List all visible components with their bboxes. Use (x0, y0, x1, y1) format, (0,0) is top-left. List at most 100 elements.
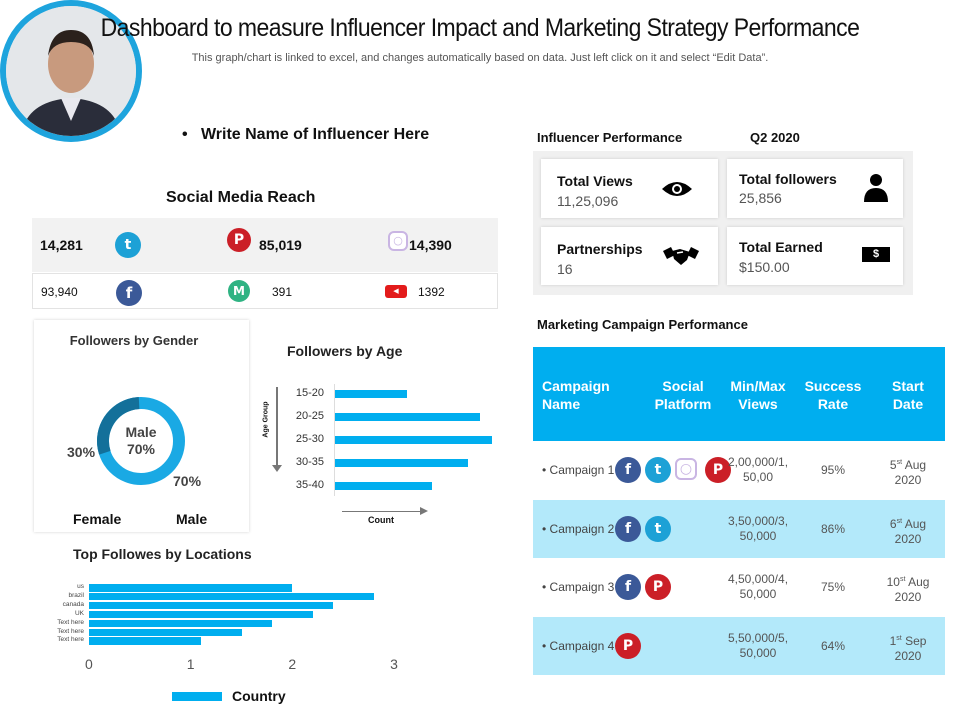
location-x-tick: 0 (85, 656, 93, 672)
age-bar (335, 482, 432, 490)
youtube-count: 1392 (418, 285, 445, 299)
card-value: 25,856 (739, 190, 782, 206)
count-axis-arrow (342, 511, 422, 512)
card-value: 16 (557, 261, 573, 277)
age-tick-label: 25-30 (295, 433, 324, 445)
campaign-views: 4,50,000/4, 50,000 (727, 572, 789, 602)
legend-male: Male (176, 511, 208, 527)
campaign-row: • Campaign 1 f t ○ P 2,00,000/1, 50,00 95% 5… (533, 441, 945, 499)
donut-center-value: 70% (126, 441, 156, 457)
age-chart-title: Followers by Age (287, 343, 403, 359)
facebook-icon: f (116, 280, 142, 306)
location-bar (89, 619, 273, 628)
location-tick-label: Text here (57, 636, 84, 644)
campaign-views: 2,00,000/1, 50,00 (727, 455, 789, 484)
location-tick-label: brazil (68, 591, 84, 599)
female-pct: 30% (67, 444, 96, 460)
twitter-icon: t (115, 232, 141, 258)
pinterest-icon: P (645, 574, 671, 601)
card-total-earned: Total Earned $150.00 $ (727, 227, 903, 285)
header-start-date: Start Date (892, 378, 924, 412)
card-value: 11,25,096 (557, 193, 619, 209)
header-campaign-name: Campaign Name (542, 378, 610, 412)
arrow-right-icon (420, 507, 428, 515)
legend-swatch-country (172, 692, 222, 701)
campaign-name: • Campaign 3 (542, 580, 615, 595)
facebook-icon: f (615, 515, 641, 542)
reach-row-1: 14,281 t P 85,019 ○ 14,390 (32, 218, 498, 272)
bullet: • (182, 126, 188, 143)
campaign-success-rate: 64% (820, 639, 846, 654)
twitter-icon: t (645, 457, 671, 483)
instagram-count: 14,390 (409, 237, 452, 253)
location-x-tick: 1 (186, 656, 195, 672)
male-pct: 70% (173, 473, 202, 489)
location-bar (89, 610, 313, 619)
header-views: Min/Max Views (730, 378, 786, 412)
campaign-success-rate: 75% (820, 580, 846, 595)
card-label: Total Views (557, 173, 633, 189)
location-bar (89, 601, 334, 610)
performance-period: Q2 2020 (750, 130, 800, 145)
page-title: Dashboard to measure Influencer Impact a… (100, 14, 860, 42)
twitter-icon: t (645, 515, 671, 542)
age-xlabel: Count (368, 515, 394, 525)
campaign-start-date: 6st Aug 2020 (889, 516, 927, 546)
card-label: Total followers (739, 171, 837, 187)
medium-count: 391 (272, 285, 293, 299)
age-bar (335, 413, 480, 421)
facebook-icon: f (615, 457, 641, 483)
campaign-title: Marketing Campaign Performance (537, 317, 748, 332)
card-value: $150.00 (739, 259, 790, 275)
location-tick-label: UK (74, 609, 84, 617)
person-icon (864, 174, 888, 202)
campaign-views: 3,50,000/3, 50,000 (727, 513, 789, 543)
location-bar (89, 628, 242, 636)
location-bar (89, 592, 374, 601)
age-axis-line (334, 384, 335, 496)
performance-title: Influencer Performance (537, 130, 683, 145)
gender-card: Followers by Gender Male 70% 30% 70% Fema… (34, 320, 249, 532)
age-tick-label: 20-25 (295, 410, 324, 422)
pinterest-icon: P (615, 633, 641, 660)
header-social-platform: Social Platform (654, 378, 712, 412)
dollar-bill-icon: $ (862, 247, 890, 262)
instagram-icon: ○ (675, 458, 697, 480)
gender-donut (97, 397, 185, 485)
medium-icon: M (228, 280, 250, 302)
legend-label-country: Country (232, 688, 286, 704)
location-tick-label: canada (62, 600, 84, 608)
influencer-name-text: Write Name of Influencer Here (200, 126, 430, 143)
header-success-rate: Success Rate (804, 378, 862, 412)
campaign-success-rate: 86% (820, 521, 846, 536)
age-bar (335, 459, 468, 467)
location-tick-label: Text here (57, 618, 84, 626)
pinterest-icon: P (705, 457, 731, 483)
eye-icon (662, 182, 692, 196)
card-total-views: Total Views 11,25,096 (541, 159, 718, 218)
age-axis-arrow (276, 387, 278, 467)
donut-slice-female (97, 397, 185, 485)
pinterest-icon: P (227, 228, 251, 252)
location-bar (89, 637, 201, 645)
location-x-tick: 3 (390, 656, 398, 672)
campaign-start-date: 5st Aug 2020 (889, 458, 927, 487)
facebook-icon: f (615, 574, 641, 601)
arrow-down-icon (272, 465, 282, 472)
legend-female: Female (73, 511, 122, 527)
facebook-count: 93,940 (41, 285, 78, 299)
reach-title: Social Media Reach (166, 189, 316, 206)
instagram-icon: ○ (388, 231, 408, 251)
age-bar (335, 390, 407, 398)
age-bar (335, 436, 492, 444)
donut-center-label: Male (125, 424, 157, 440)
card-label: Partnerships (557, 241, 643, 257)
campaign-success-rate: 95% (820, 463, 846, 477)
age-tick-label: 30-35 (295, 456, 324, 468)
campaign-name: • Campaign 4 (542, 639, 615, 654)
card-total-followers: Total followers 25,856 (727, 159, 903, 218)
age-tick-label: 15-20 (295, 387, 324, 399)
handshake-icon (663, 247, 699, 265)
